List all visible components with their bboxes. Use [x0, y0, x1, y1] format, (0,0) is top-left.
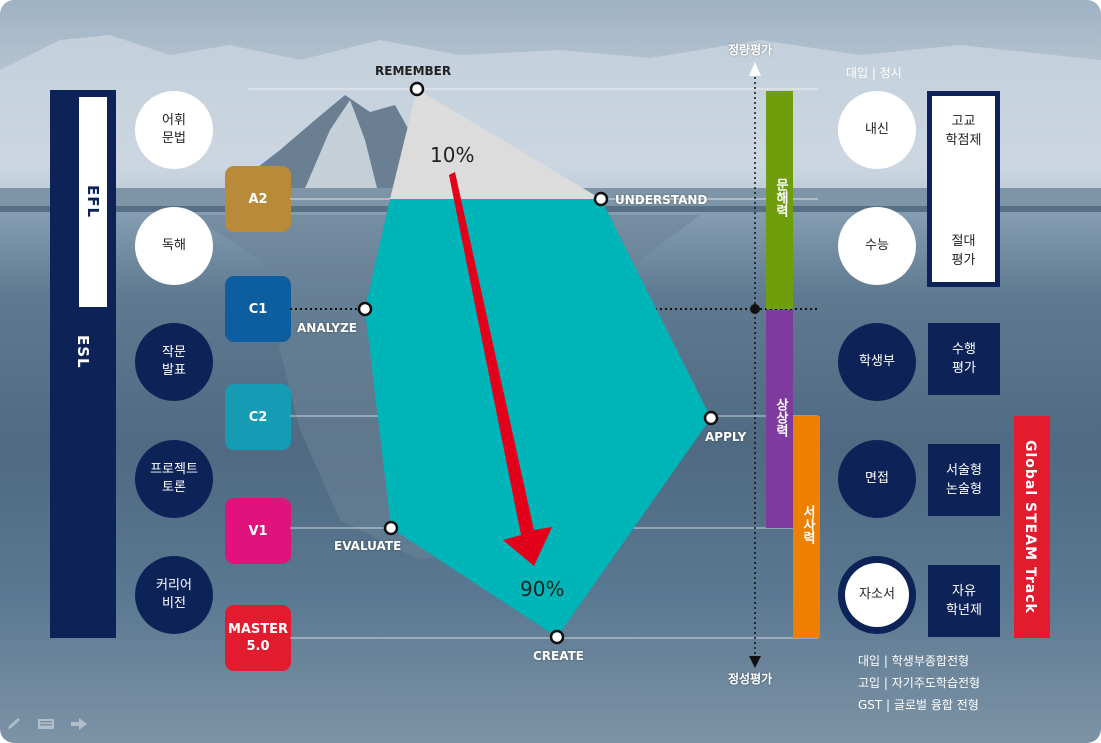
level-c2: C2 [225, 384, 291, 450]
footnote-3: GST | 글로벌 융합 전형 [858, 698, 979, 712]
level-c1: C1 [225, 276, 291, 342]
arrow-right-icon[interactable] [70, 717, 88, 731]
circle-reading: 독해 [135, 207, 213, 285]
axis-bottom-label: 정성평가 [728, 672, 773, 686]
box-performance: 수행 평가 [928, 323, 1000, 395]
bar-literacy [766, 91, 793, 309]
level-a2: A2 [225, 166, 291, 232]
circle-student-record: 학생부 [838, 323, 916, 401]
percent-bottom: 90% [520, 577, 565, 601]
bar-imagination [766, 310, 793, 528]
bar-narrative [793, 416, 820, 638]
axis-top-label: 정량평가 [728, 43, 773, 57]
pencil-icon[interactable] [6, 717, 24, 731]
circle-self-intro-ring: 자소서 [838, 556, 916, 634]
label-understand: UNDERSTAND [615, 193, 708, 207]
level-v1: V1 [225, 498, 291, 564]
box-credit-label: 고교 학점제 [945, 114, 982, 148]
slides-icon[interactable] [37, 717, 55, 731]
label-remember: REMEMBER [375, 64, 452, 78]
footnote-1: 대입 | 학생부종합전형 [858, 654, 970, 668]
remember-area [390, 89, 601, 199]
right-header: 대입 | 정시 [846, 66, 902, 80]
label-create: CREATE [533, 649, 584, 663]
level-master: MASTER 5.0 [225, 605, 291, 671]
circle-interview: 면접 [838, 440, 916, 518]
gst-bar [1014, 416, 1050, 638]
label-apply: APPLY [705, 430, 747, 444]
bar-imagination-label: 상상력 [773, 398, 788, 437]
label-analyze: ANALYZE [297, 321, 357, 335]
circle-writing-presentation: 작문 발표 [135, 323, 213, 401]
circle-vocab-grammar: 어휘 문법 [135, 91, 213, 169]
circle-csat: 수능 [838, 207, 916, 285]
circle-project-debate: 프로젝트 토론 [135, 440, 213, 518]
esl-label: ESL [74, 335, 92, 369]
red-arrow [449, 172, 552, 566]
box-essay: 서술형 논술형 [928, 444, 1000, 516]
bar-narrative-label: 서사력 [800, 505, 815, 544]
circle-career-vision: 커리어 비전 [135, 556, 213, 634]
label-evaluate: EVALUATE [334, 539, 402, 553]
box-free-semester: 자유 학년제 [928, 565, 1000, 637]
bar-literacy-label: 문해력 [773, 178, 788, 217]
circle-school-record: 내신 [838, 91, 916, 169]
percent-top: 10% [430, 143, 475, 167]
box-absolute-label: 절대 평가 [951, 234, 976, 268]
footnote-2: 고입 | 자기주도학습전형 [858, 676, 981, 690]
efl-label: EFL [84, 185, 102, 219]
deep-learning-area [365, 199, 711, 637]
gst-label: Global STEAM Track [1022, 440, 1038, 614]
box-credit-absolute: 고교 학점제 절대 평가 [927, 91, 1000, 287]
efl-bar-inner [79, 97, 107, 307]
circle-self-intro: 자소서 [845, 563, 909, 627]
